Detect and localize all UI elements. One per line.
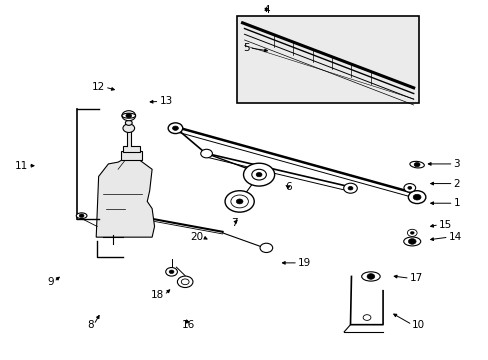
- Ellipse shape: [76, 213, 87, 219]
- Ellipse shape: [403, 237, 420, 246]
- Circle shape: [409, 231, 413, 234]
- Text: 8: 8: [87, 320, 94, 330]
- Circle shape: [79, 214, 84, 217]
- Circle shape: [412, 194, 420, 200]
- Circle shape: [165, 267, 177, 276]
- Text: 20: 20: [190, 232, 203, 242]
- Text: 9: 9: [47, 277, 54, 287]
- Text: 3: 3: [453, 159, 459, 169]
- Text: 2: 2: [453, 179, 459, 189]
- Text: 17: 17: [409, 273, 422, 283]
- Circle shape: [363, 315, 370, 320]
- Circle shape: [168, 123, 183, 134]
- Circle shape: [260, 243, 272, 252]
- Text: 16: 16: [182, 320, 195, 330]
- Text: 4: 4: [263, 5, 269, 15]
- Circle shape: [181, 279, 189, 285]
- Polygon shape: [96, 157, 154, 237]
- Bar: [120, 152, 142, 160]
- Bar: [122, 146, 140, 152]
- Circle shape: [125, 120, 132, 125]
- Circle shape: [125, 113, 131, 118]
- Circle shape: [230, 195, 248, 208]
- Circle shape: [347, 186, 352, 190]
- Circle shape: [256, 172, 262, 177]
- Circle shape: [224, 191, 254, 212]
- Circle shape: [251, 169, 266, 180]
- Text: 1: 1: [453, 198, 459, 208]
- Text: 19: 19: [297, 258, 310, 268]
- Circle shape: [122, 124, 134, 132]
- Text: 13: 13: [159, 96, 172, 107]
- Circle shape: [413, 162, 419, 167]
- Circle shape: [403, 184, 415, 192]
- Text: 14: 14: [448, 232, 461, 242]
- Text: 12: 12: [92, 82, 105, 92]
- Circle shape: [169, 270, 174, 274]
- Text: 5: 5: [242, 43, 249, 53]
- Circle shape: [407, 191, 425, 203]
- Ellipse shape: [361, 272, 379, 281]
- Circle shape: [407, 229, 416, 237]
- Circle shape: [243, 163, 274, 186]
- Circle shape: [407, 186, 411, 189]
- Circle shape: [201, 149, 212, 158]
- Circle shape: [343, 183, 357, 193]
- Bar: [237, 16, 418, 103]
- Circle shape: [122, 111, 135, 121]
- Text: 18: 18: [151, 290, 164, 300]
- Text: 15: 15: [438, 220, 451, 230]
- Text: 7: 7: [231, 218, 238, 228]
- Circle shape: [366, 274, 374, 279]
- Text: 11: 11: [15, 161, 28, 171]
- Ellipse shape: [122, 113, 135, 118]
- Text: 6: 6: [285, 182, 291, 192]
- Ellipse shape: [409, 161, 424, 168]
- Circle shape: [407, 239, 415, 244]
- Circle shape: [172, 126, 178, 130]
- Text: 10: 10: [411, 320, 425, 330]
- Circle shape: [236, 199, 243, 204]
- Circle shape: [177, 276, 193, 288]
